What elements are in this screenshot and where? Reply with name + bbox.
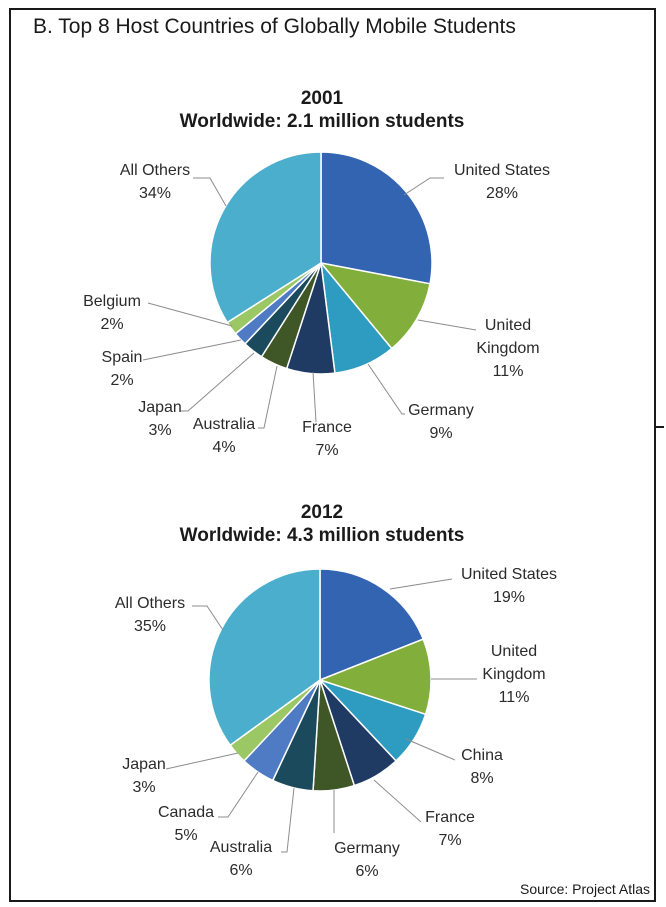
figure-frame [9,8,656,902]
chart-2012-title: 2012 [301,502,343,523]
leader-line-2012-all-others [192,605,224,631]
pie-slice-2012-all-others [208,568,321,747]
slice-label-2001-all-others: All Others 34% [120,162,190,202]
slice-label-2001-france: France 7% [302,419,352,459]
slice-label-2012-germany: Germany 6% [334,840,400,880]
slice-label-2012-china: China 8% [461,747,503,787]
leader-line-2012-japan [165,752,239,770]
leader-line-2001-germany [367,363,405,415]
slice-label-2012-united-states: United States 19% [461,566,557,606]
leader-line-2001-united-kingdom [417,319,477,331]
leader-line-2001-belgium [147,302,233,327]
leader-line-2001-united-states [403,177,444,196]
leader-line-2012-united-states [389,578,453,590]
leader-line-2001-japan [181,352,255,412]
leader-line-2012-china [405,738,456,761]
slice-label-2001-belgium: Belgium 2% [83,293,141,333]
slice-label-2001-germany: Germany 9% [408,402,474,442]
source-note: Source: Project Atlas [520,881,650,897]
chart-2012-subtitle: Worldwide: 4.3 million students [180,525,465,546]
pie-slice-2012-united-kingdom [317,638,432,716]
slice-label-2001-japan: Japan 3% [138,399,182,439]
slice-label-2012-australia: Australia 6% [210,839,272,879]
slice-label-2012-canada: Canada 5% [158,804,214,844]
slice-label-2012-united-kingdom: United Kingdom 11% [482,643,545,706]
leader-line-2012-france [373,779,422,823]
chart-2001-title: 2001 [301,88,344,109]
pie-2012: United States 19% United Kingdom 11% China 8% F… [115,566,557,880]
pie-slice-2001-all-others [209,151,322,324]
pie-slice-2012-united-states [319,568,425,682]
slice-label-2001-spain: Spain 2% [102,349,143,389]
leader-line-2012-australia [281,787,295,853]
slice-label-2001-australia: Australia 4% [193,416,255,456]
leader-line-2001-france [312,371,317,423]
slice-label-2012-all-others: All Others 35% [115,595,185,635]
leader-line-2001-spain [142,339,242,361]
slice-label-2012-japan: Japan 3% [122,756,166,796]
slice-label-2012-france: France 7% [425,809,475,849]
chart-2001-subtitle: Worldwide: 2.1 million students [180,111,465,132]
figure-title: B. Top 8 Host Countries of Globally Mobi… [33,15,516,38]
leader-line-2001-all-others [193,177,227,207]
pie-slice-2001-united-states [320,151,433,285]
pie-2001: United States 28% United Kingdom 11%Germany 9… [83,151,550,459]
leader-line-2001-australia [258,365,278,429]
slice-label-2001-united-kingdom: United Kingdom 11% [476,317,539,380]
slice-label-2001-united-states: United States 28% [454,162,550,202]
leader-line-2012-canada [218,771,259,818]
pie-slice-2001-united-kingdom [319,261,431,350]
frame-tick-mark [656,426,664,428]
